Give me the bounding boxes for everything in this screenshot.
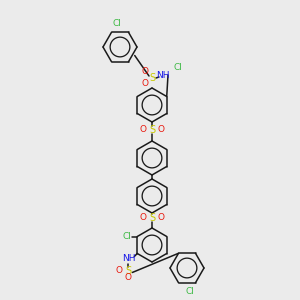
Text: Cl: Cl xyxy=(112,19,122,28)
Text: NH: NH xyxy=(122,254,136,263)
Text: S: S xyxy=(149,73,155,83)
Text: O: O xyxy=(158,125,164,134)
Text: S: S xyxy=(125,266,131,275)
Text: Cl: Cl xyxy=(123,232,132,241)
Text: O: O xyxy=(142,68,148,76)
Text: Cl: Cl xyxy=(186,287,194,296)
Text: O: O xyxy=(140,125,146,134)
Text: O: O xyxy=(125,273,132,282)
Text: O: O xyxy=(158,214,164,223)
Text: NH: NH xyxy=(156,71,170,80)
Text: O: O xyxy=(142,80,148,88)
Text: S: S xyxy=(149,125,155,135)
Text: S: S xyxy=(149,213,155,223)
Text: O: O xyxy=(140,214,146,223)
Text: O: O xyxy=(116,266,123,275)
Text: Cl: Cl xyxy=(174,64,182,73)
